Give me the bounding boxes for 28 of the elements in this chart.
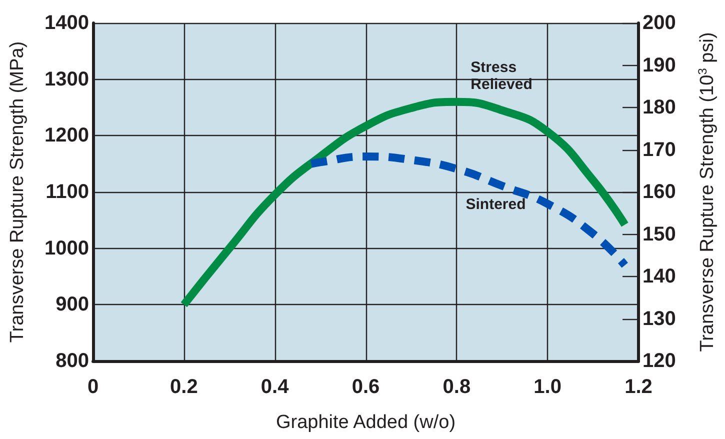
y-tick-label: 1100 xyxy=(46,181,89,203)
x-tick-label: 0.4 xyxy=(260,376,290,398)
y2-tick-label: 200 xyxy=(642,12,676,34)
y2-tick-label: 180 xyxy=(642,96,676,118)
y2-tick-label: 120 xyxy=(642,350,676,372)
y-tick-label: 1400 xyxy=(44,12,89,34)
y2-tick-label: 130 xyxy=(642,308,676,330)
x-tick-label: 0.6 xyxy=(352,376,380,398)
y-tick-label: 1000 xyxy=(44,237,89,260)
y2-tick-label: 170 xyxy=(642,138,676,161)
y-tick-label: 1300 xyxy=(44,68,89,90)
x-tick-label: 0.8 xyxy=(442,376,471,398)
y-tick-label: 1200 xyxy=(44,124,89,147)
y2-tick-label: 190 xyxy=(642,54,676,76)
x-axis-title: Graphite Added (w/o) xyxy=(276,412,456,433)
x-tick-label: 0 xyxy=(87,376,99,398)
x-tick-label: 0.2 xyxy=(170,376,198,398)
y2-axis-title: Transverse Rupture Strength (103 psi) xyxy=(696,32,718,352)
series-label: Stress Relieved xyxy=(470,58,532,93)
x-tick-label: 1.2 xyxy=(624,376,652,398)
series-label: Sintered xyxy=(466,196,526,214)
y-axis-title: Transverse Rupture Strength (MPa) xyxy=(7,41,28,343)
x-tick-label: 1.0 xyxy=(534,376,562,398)
y-tick-label: 900 xyxy=(56,294,89,316)
y2-tick-label: 160 xyxy=(642,181,676,203)
y2-tick-label: 140 xyxy=(642,266,676,288)
y2-tick-label: 150 xyxy=(642,223,676,246)
y-tick-label: 800 xyxy=(56,350,89,372)
